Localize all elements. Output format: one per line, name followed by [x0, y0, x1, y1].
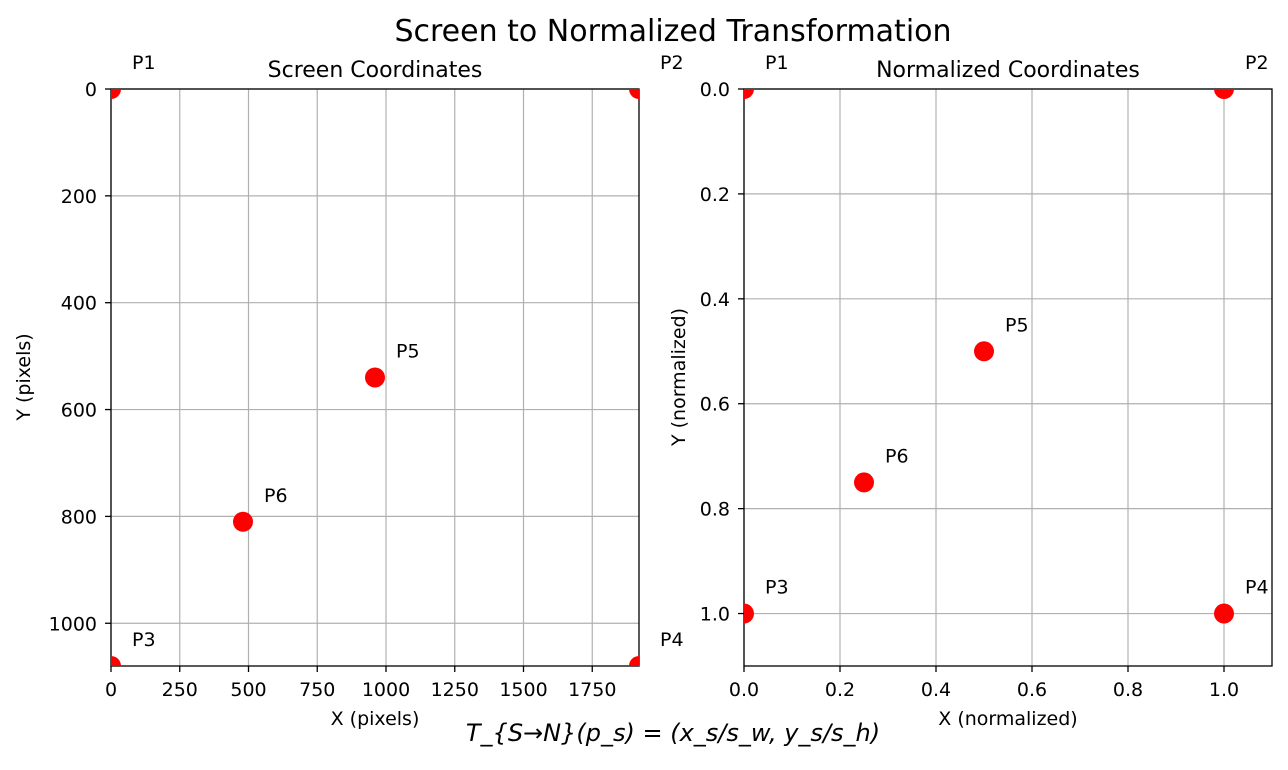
x-tick-label: 0.8: [1113, 679, 1143, 701]
figure-title: Screen to Normalized Transformation: [394, 14, 951, 49]
point-label-p3: P3: [765, 577, 789, 599]
y-tick-label: 0.6: [700, 394, 730, 416]
y-tick-label: 0.0: [700, 79, 730, 101]
data-point-p3: [744, 603, 754, 624]
point-label-p4: P4: [1245, 577, 1269, 599]
transformation-formula: T_{S→N}(p_s) = (x_s/s_w, y_s/s_h): [466, 719, 880, 747]
grid: [743, 88, 1272, 666]
y-tick-label: 0.8: [700, 499, 730, 521]
screen-coordinates-axes: Screen Coordinates 0 250 500 750 1000 1250 150…: [13, 52, 684, 730]
data-point-p4: [1214, 603, 1234, 624]
point-label-p5: P5: [396, 341, 420, 363]
point-label-p5: P5: [1005, 314, 1029, 336]
y-tick-label: 0.2: [700, 184, 730, 206]
x-tick-label: 250: [162, 679, 198, 701]
points: [744, 89, 1234, 624]
normalized-coordinates-axes: Normalized Coordinates 0.0 0.2 0.4 0.6 0.8 1.…: [668, 52, 1273, 730]
point-label-p2: P2: [1245, 52, 1269, 74]
data-point-p1: [744, 89, 754, 99]
data-point-p6: [233, 511, 253, 532]
x-tick-label: 0.0: [729, 679, 759, 701]
point-label-p6: P6: [885, 445, 909, 467]
ticks: 0.0 0.2 0.4 0.6 0.8 1.0 0.0 0.2 0.4 0.6 0.8 1.0: [700, 79, 1239, 701]
y-axis-label: Y (normalized): [668, 308, 690, 447]
point-label-p1: P1: [132, 52, 156, 74]
x-tick-label: 0.6: [1017, 679, 1047, 701]
x-tick-label: 1000: [362, 679, 410, 701]
x-tick-label: 1250: [431, 679, 479, 701]
y-axis-label: Y (pixels): [13, 333, 35, 421]
data-point-p4: [629, 656, 639, 666]
ticks: 0 250 500 750 1000 1250 1500 1750 0 200 400 600 800 1…: [49, 79, 617, 701]
point-label-p6: P6: [264, 485, 288, 507]
data-point-p3: [111, 656, 121, 666]
x-tick-label: 1.0: [1209, 679, 1239, 701]
x-axis-label: X (pixels): [331, 708, 420, 730]
axes-title: Normalized Coordinates: [876, 58, 1140, 83]
y-tick-label: 0.4: [700, 289, 730, 311]
y-tick-label: 200: [61, 186, 97, 208]
points: [111, 89, 639, 666]
x-tick-label: 0.4: [921, 679, 951, 701]
x-tick-label: 750: [299, 679, 335, 701]
y-tick-label: 1.0: [700, 604, 730, 626]
x-tick-label: 1500: [499, 679, 547, 701]
x-tick-label: 1750: [568, 679, 616, 701]
axes-frame: [743, 88, 1273, 667]
point-labels: P1 P2 P3 P4 P5 P6: [132, 52, 684, 651]
data-point-p5: [974, 341, 994, 362]
data-point-p6: [854, 472, 874, 493]
data-point-p2: [629, 89, 639, 99]
x-tick-label: 0: [105, 679, 117, 701]
data-point-p1: [111, 89, 121, 99]
point-label-p1: P1: [765, 52, 789, 74]
x-tick-label: 500: [230, 679, 266, 701]
point-label-p3: P3: [132, 629, 156, 651]
x-axis-label: X (normalized): [938, 708, 1077, 730]
y-tick-label: 800: [61, 506, 97, 528]
point-label-p4: P4: [660, 629, 684, 651]
y-tick-label: 400: [61, 293, 97, 315]
y-tick-label: 0: [85, 79, 97, 101]
point-label-p2: P2: [660, 52, 684, 74]
y-tick-label: 600: [61, 400, 97, 422]
data-point-p5: [365, 367, 385, 388]
grid: [110, 88, 639, 666]
y-tick-label: 1000: [49, 613, 97, 635]
x-tick-label: 0.2: [825, 679, 855, 701]
axes-frame: [110, 88, 640, 667]
point-labels: P1 P2 P3 P4 P5 P6: [765, 52, 1269, 599]
axes-title: Screen Coordinates: [268, 58, 483, 83]
data-point-p2: [1214, 89, 1234, 99]
